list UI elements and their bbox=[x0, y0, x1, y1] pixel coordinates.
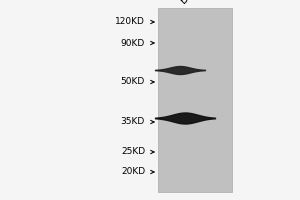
Text: 120KD: 120KD bbox=[115, 18, 145, 26]
Text: 50KD: 50KD bbox=[121, 77, 145, 86]
Text: 90KD: 90KD bbox=[121, 38, 145, 47]
Bar bbox=[158, 8, 232, 192]
Text: 35KD: 35KD bbox=[121, 117, 145, 127]
Text: 20KD: 20KD bbox=[121, 168, 145, 176]
Text: Brain: Brain bbox=[178, 0, 204, 5]
Text: 25KD: 25KD bbox=[121, 148, 145, 156]
